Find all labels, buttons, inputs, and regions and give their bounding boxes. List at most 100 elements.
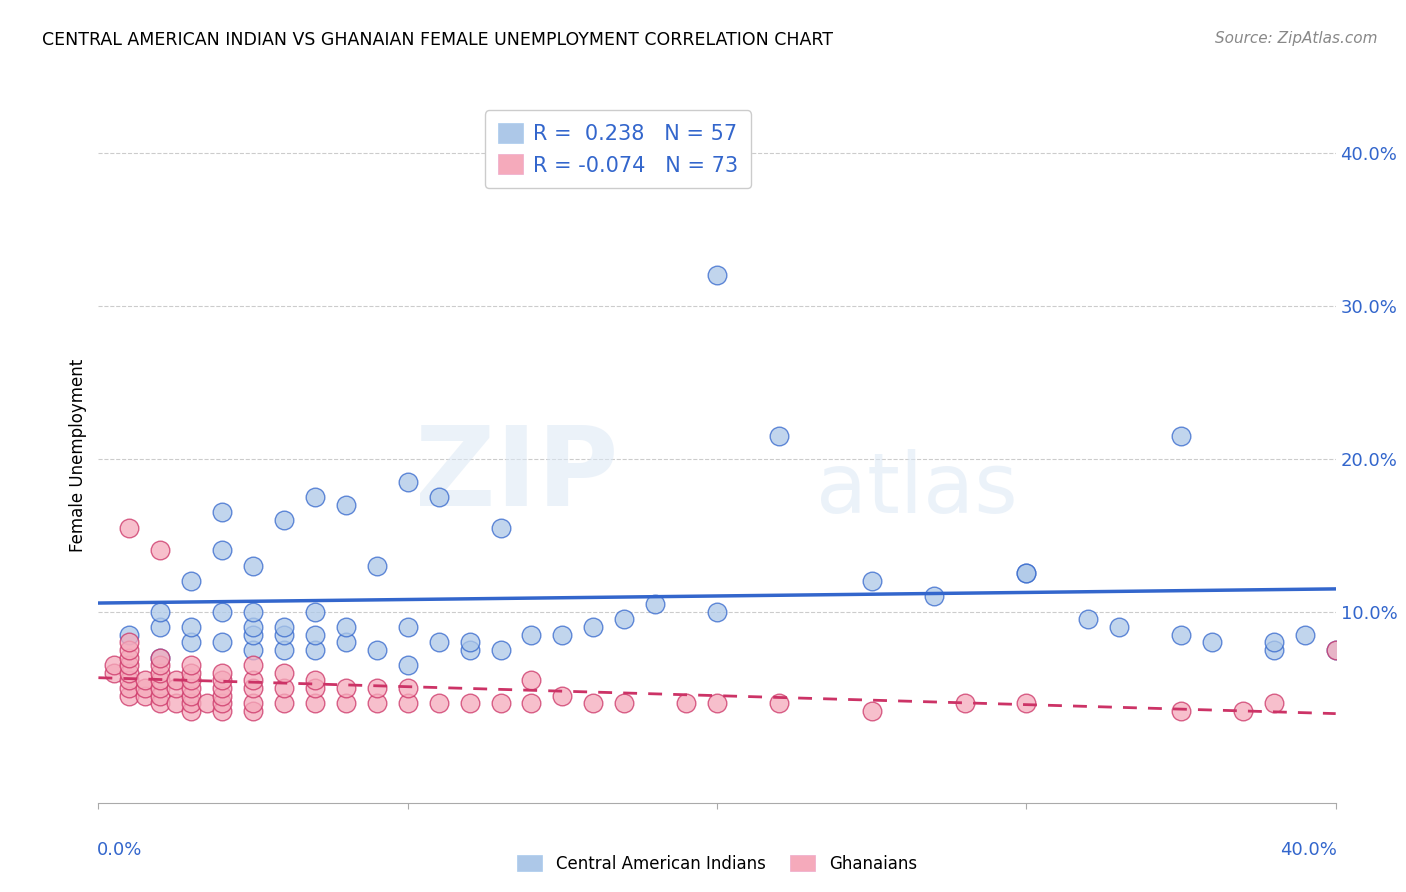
Point bbox=[304, 490, 326, 504]
Point bbox=[427, 635, 450, 649]
Point bbox=[149, 650, 172, 665]
Point bbox=[396, 475, 419, 489]
Point bbox=[366, 697, 388, 711]
Point bbox=[180, 665, 202, 680]
Point bbox=[211, 635, 233, 649]
Point bbox=[551, 627, 574, 641]
Point bbox=[134, 673, 156, 688]
Legend: R =  0.238   N = 57, R = -0.074   N = 73: R = 0.238 N = 57, R = -0.074 N = 73 bbox=[485, 111, 751, 188]
Point bbox=[922, 590, 945, 604]
Point bbox=[489, 520, 512, 534]
Point bbox=[335, 635, 357, 649]
Point bbox=[1108, 620, 1130, 634]
Point bbox=[242, 697, 264, 711]
Point bbox=[149, 681, 172, 695]
Point bbox=[211, 697, 233, 711]
Point bbox=[118, 520, 141, 534]
Point bbox=[242, 658, 264, 673]
Point bbox=[613, 612, 636, 626]
Point bbox=[149, 697, 172, 711]
Text: Source: ZipAtlas.com: Source: ZipAtlas.com bbox=[1215, 31, 1378, 46]
Point bbox=[582, 697, 605, 711]
Point bbox=[273, 627, 295, 641]
Point bbox=[103, 665, 125, 680]
Point bbox=[165, 697, 187, 711]
Point bbox=[242, 673, 264, 688]
Point bbox=[520, 627, 543, 641]
Point bbox=[953, 697, 976, 711]
Point bbox=[613, 697, 636, 711]
Point bbox=[427, 697, 450, 711]
Point bbox=[1077, 612, 1099, 626]
Point bbox=[180, 658, 202, 673]
Point bbox=[396, 681, 419, 695]
Point bbox=[242, 681, 264, 695]
Point bbox=[273, 697, 295, 711]
Point bbox=[118, 627, 141, 641]
Point bbox=[134, 681, 156, 695]
Point bbox=[273, 620, 295, 634]
Point bbox=[149, 605, 172, 619]
Point bbox=[273, 665, 295, 680]
Point bbox=[396, 658, 419, 673]
Point bbox=[520, 673, 543, 688]
Point bbox=[427, 490, 450, 504]
Point bbox=[551, 689, 574, 703]
Point bbox=[118, 658, 141, 673]
Point bbox=[103, 658, 125, 673]
Text: atlas: atlas bbox=[815, 450, 1018, 530]
Point bbox=[180, 673, 202, 688]
Point bbox=[1170, 627, 1192, 641]
Point bbox=[180, 697, 202, 711]
Point bbox=[211, 505, 233, 519]
Point bbox=[118, 673, 141, 688]
Point bbox=[149, 620, 172, 634]
Point bbox=[304, 643, 326, 657]
Legend: Central American Indians, Ghanaians: Central American Indians, Ghanaians bbox=[510, 848, 924, 880]
Point bbox=[211, 673, 233, 688]
Point bbox=[304, 627, 326, 641]
Point bbox=[1263, 635, 1285, 649]
Point bbox=[335, 620, 357, 634]
Point bbox=[1263, 697, 1285, 711]
Point bbox=[118, 689, 141, 703]
Point bbox=[1232, 704, 1254, 718]
Point bbox=[1294, 627, 1316, 641]
Point bbox=[165, 673, 187, 688]
Point bbox=[706, 268, 728, 283]
Point bbox=[768, 697, 790, 711]
Point bbox=[1170, 429, 1192, 443]
Point bbox=[706, 697, 728, 711]
Point bbox=[118, 650, 141, 665]
Point bbox=[520, 697, 543, 711]
Point bbox=[366, 681, 388, 695]
Point bbox=[458, 635, 481, 649]
Point bbox=[149, 689, 172, 703]
Point bbox=[242, 704, 264, 718]
Point bbox=[366, 643, 388, 657]
Point bbox=[242, 620, 264, 634]
Point bbox=[211, 665, 233, 680]
Point bbox=[335, 498, 357, 512]
Point bbox=[180, 620, 202, 634]
Point bbox=[1015, 697, 1038, 711]
Point bbox=[304, 697, 326, 711]
Point bbox=[242, 605, 264, 619]
Point bbox=[366, 558, 388, 573]
Point bbox=[273, 681, 295, 695]
Point bbox=[304, 681, 326, 695]
Point bbox=[458, 697, 481, 711]
Point bbox=[195, 697, 218, 711]
Point bbox=[180, 681, 202, 695]
Point bbox=[304, 605, 326, 619]
Point bbox=[180, 704, 202, 718]
Point bbox=[1324, 643, 1347, 657]
Y-axis label: Female Unemployment: Female Unemployment bbox=[69, 359, 87, 551]
Point bbox=[165, 681, 187, 695]
Point bbox=[149, 543, 172, 558]
Point bbox=[582, 620, 605, 634]
Point bbox=[1015, 566, 1038, 581]
Point bbox=[1201, 635, 1223, 649]
Text: ZIP: ZIP bbox=[415, 422, 619, 529]
Text: 0.0%: 0.0% bbox=[97, 841, 142, 859]
